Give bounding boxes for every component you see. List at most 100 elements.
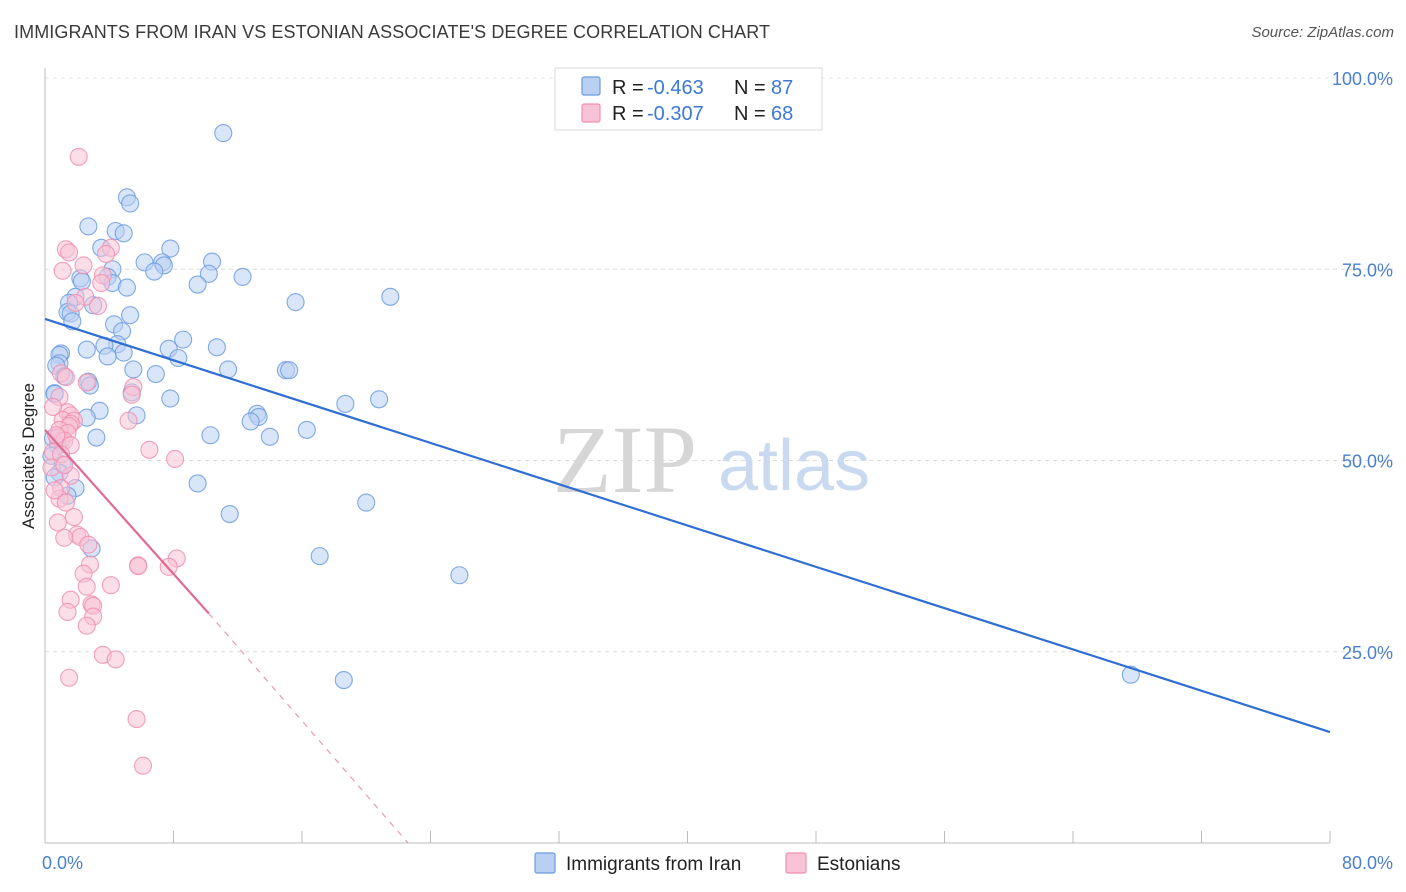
- legend-r-value-1: -0.463: [647, 77, 704, 99]
- y-tick-label-75: 75.0%: [1342, 260, 1393, 280]
- y-tick-label-50: 50.0%: [1342, 452, 1393, 472]
- point-estonians-8: [92, 273, 111, 293]
- point-iran-20: [188, 275, 207, 294]
- trendline-iran: [44, 317, 1331, 734]
- point-iran-69: [87, 428, 106, 447]
- point-iran-38: [77, 340, 96, 359]
- point-estonians-58: [77, 616, 96, 635]
- watermark-atlas: atlas: [718, 426, 870, 506]
- point-estonians-40: [48, 513, 67, 532]
- point-estonians-51: [101, 576, 120, 595]
- y-axis-title: Associate's Degree: [19, 383, 38, 529]
- bottom-legend: Immigrants from Iran Estonians: [534, 852, 900, 875]
- point-estonians-4: [96, 244, 116, 263]
- legend-box: R = -0.463 N = 87 R = -0.307 N = 68: [554, 67, 823, 131]
- point-estonians-11: [88, 296, 108, 316]
- point-iran-66: [297, 420, 316, 439]
- chart-title: IMMIGRANTS FROM IRAN VS ESTONIAN ASSOCIA…: [14, 22, 771, 42]
- point-estonians-14: [77, 373, 96, 392]
- legend-r-label-2: R =: [612, 103, 644, 125]
- legend-n-value-1: 87: [771, 77, 793, 99]
- point-iran-75: [310, 547, 329, 566]
- y-tick-label-100: 100.0%: [1332, 69, 1393, 89]
- point-iran-2: [121, 194, 140, 213]
- point-iran-7: [161, 239, 180, 258]
- point-estonians-56: [58, 602, 77, 622]
- point-estonians-48: [129, 557, 148, 576]
- point-iran-33: [174, 330, 193, 349]
- point-estonians-22: [119, 411, 138, 430]
- bottom-legend-label-estonians: Estonians: [817, 854, 900, 875]
- legend-n-label-2: N =: [734, 103, 766, 125]
- point-estonians-16: [122, 385, 141, 404]
- bottom-legend-swatch-estonians: [785, 852, 807, 874]
- point-iran-73: [220, 504, 239, 524]
- watermark: ZIP atlas: [553, 406, 870, 513]
- trendline-estonians: [44, 429, 210, 615]
- point-iran-57: [161, 389, 180, 408]
- point-estonians-44: [79, 535, 98, 554]
- legend-r-value-2: -0.307: [647, 103, 704, 125]
- y-tick-labels: 25.0% 50.0% 75.0% 100.0%: [1332, 69, 1393, 663]
- point-estonians-38: [56, 493, 75, 512]
- watermark-zip: ZIP: [553, 406, 697, 513]
- gridlines: [45, 77, 1393, 653]
- point-iran-76: [450, 566, 469, 585]
- bottom-legend-swatch-iran: [534, 852, 556, 874]
- point-iran-0: [214, 124, 233, 143]
- point-estonians-13: [56, 368, 75, 387]
- point-estonians-43: [55, 528, 74, 547]
- source-label: Source: ZipAtlas.com: [1251, 24, 1394, 41]
- legend-n-value-2: 68: [771, 103, 793, 125]
- legend-r-label-1: R =: [612, 77, 644, 99]
- point-iran-13: [145, 262, 164, 281]
- data-points: [42, 124, 1140, 775]
- point-iran-67: [201, 426, 220, 445]
- point-estonians-63: [133, 756, 153, 775]
- point-estonians-52: [77, 577, 96, 596]
- legend-swatch-estonians: [581, 103, 601, 123]
- point-iran-59: [336, 394, 355, 413]
- point-iran-14: [199, 264, 218, 283]
- point-iran-42: [98, 347, 117, 366]
- x-tick-min: 0.0%: [42, 853, 83, 873]
- point-iran-23: [381, 287, 400, 306]
- point-iran-15: [233, 267, 252, 286]
- point-iran-71: [188, 474, 207, 493]
- point-iran-50: [146, 365, 165, 384]
- point-estonians-5: [74, 256, 93, 275]
- point-iran-21: [117, 278, 136, 297]
- point-iran-68: [260, 427, 279, 446]
- point-estonians-64: [43, 397, 63, 417]
- point-estonians-62: [127, 710, 146, 729]
- point-estonians-33: [166, 449, 185, 469]
- point-iran-18: [72, 272, 91, 291]
- point-iran-36: [207, 338, 226, 357]
- y-tick-label-25: 25.0%: [1342, 643, 1393, 663]
- trendlines: [44, 317, 1331, 844]
- point-iran-29: [121, 306, 140, 325]
- point-estonians-61: [60, 668, 79, 687]
- point-iran-24: [286, 293, 305, 312]
- point-iran-5: [114, 224, 133, 243]
- bottom-legend-label-iran: Immigrants from Iran: [566, 854, 741, 875]
- point-estonians-67: [45, 481, 64, 500]
- point-iran-72: [357, 493, 376, 512]
- point-estonians-10: [66, 293, 85, 312]
- point-estonians-39: [64, 508, 83, 527]
- point-estonians-60: [106, 650, 125, 669]
- point-estonians-6: [53, 261, 72, 280]
- point-iran-58: [370, 390, 389, 409]
- point-estonians-66: [55, 456, 74, 475]
- trendline-estonians-extension: [208, 613, 409, 844]
- point-estonians-2: [60, 243, 79, 262]
- legend-n-label-1: N =: [734, 77, 766, 99]
- point-iran-65: [241, 412, 260, 431]
- x-tick-max: 80.0%: [1342, 853, 1393, 873]
- point-iran-3: [79, 217, 98, 236]
- point-estonians-0: [69, 147, 88, 166]
- point-iran-49: [280, 361, 299, 380]
- point-iran-46: [124, 360, 143, 379]
- legend-swatch-iran: [581, 76, 601, 96]
